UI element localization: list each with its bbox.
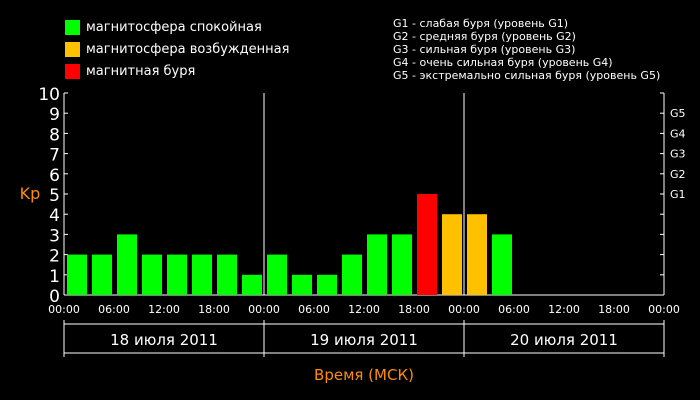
storm-level-g2: G2 - средняя буря (уровень G2) <box>393 30 576 43</box>
y-tick-label: 10 <box>38 85 60 105</box>
day-label: 18 июля 2011 <box>110 331 218 349</box>
kp-bar <box>67 254 87 295</box>
y-tick-label: 1 <box>49 267 60 287</box>
kp-bar <box>442 214 462 295</box>
storm-level-legend: G1 - слабая буря (уровень G1) G2 - средн… <box>393 17 660 82</box>
x-tick-label: 18:00 <box>198 303 230 316</box>
y-axis-label: Kp <box>20 184 41 203</box>
x-tick-label: 12:00 <box>548 303 580 316</box>
x-tick-labels: 00:00 06:00 12:00 18:00 00:00 06:00 12:00 18:00… <box>48 303 680 316</box>
kp-bar <box>392 234 412 295</box>
x-tick-label: 00:00 <box>48 303 80 316</box>
legend-label-quiet: магнитосфера спокойная <box>86 19 262 35</box>
legend-label-storm: магнитная буря <box>86 63 196 79</box>
storm-level-g5: G5 - экстремально сильная буря (уровень … <box>393 69 661 82</box>
x-tick-label: 06:00 <box>298 303 330 316</box>
legend-swatch-quiet <box>65 19 80 35</box>
kp-bar <box>292 274 312 295</box>
kp-bar <box>267 254 287 295</box>
kp-bar <box>192 254 212 295</box>
kp-bar <box>317 274 337 295</box>
x-tick-label: 18:00 <box>398 303 430 316</box>
y-tick-label: 7 <box>49 146 60 166</box>
storm-level-g1: G1 - слабая буря (уровень G1) <box>393 17 569 30</box>
bars <box>67 194 512 295</box>
kp-bar <box>167 254 187 295</box>
x-tick-label: 12:00 <box>348 303 380 316</box>
kp-bar <box>217 254 237 295</box>
y-tick-label: 8 <box>49 125 60 145</box>
x-axis-label: Время (МСК) <box>314 366 414 384</box>
legend-swatch-storm <box>65 63 80 79</box>
x-tick-label: 00:00 <box>648 303 680 316</box>
kp-bar <box>492 234 512 295</box>
day-label: 19 июля 2011 <box>310 331 418 349</box>
day-labels: 18 июля 2011 19 июля 2011 20 июля 2011 <box>63 320 665 357</box>
legend-item-storm: магнитная буря <box>65 60 289 82</box>
y-tick-label: 5 <box>49 186 60 206</box>
legend: магнитосфера спокойная магнитосфера возб… <box>65 16 289 82</box>
legend-item-quiet: магнитосфера спокойная <box>65 16 289 38</box>
kp-bar <box>142 254 162 295</box>
y-tick-label: 2 <box>49 247 60 267</box>
plot-frame <box>63 92 665 296</box>
x-tick-label: 18:00 <box>598 303 630 316</box>
y-tick-label: 9 <box>49 105 60 125</box>
storm-level-g3: G3 - сильная буря (уровень G3) <box>393 43 576 56</box>
x-tick-label: 12:00 <box>148 303 180 316</box>
kp-bar <box>92 254 112 295</box>
legend-label-disturbed: магнитосфера возбужденная <box>86 41 290 57</box>
x-tick-label: 06:00 <box>98 303 130 316</box>
kp-bar <box>342 254 362 295</box>
kp-bar <box>417 194 437 295</box>
g-level-label: G4 <box>670 127 686 140</box>
x-tick-label: 00:00 <box>448 303 480 316</box>
y-tick-label: 4 <box>49 206 60 226</box>
kp-bar <box>367 234 387 295</box>
kp-bar <box>117 234 137 295</box>
x-tick-label: 00:00 <box>248 303 280 316</box>
kp-bar <box>467 214 487 295</box>
legend-item-disturbed: магнитосфера возбужденная <box>65 38 289 60</box>
x-tick-label: 06:00 <box>498 303 530 316</box>
g-level-label: G5 <box>670 107 686 120</box>
g-level-label: G3 <box>670 148 686 161</box>
day-label: 20 июля 2011 <box>510 331 618 349</box>
y-tick-label: 6 <box>49 166 60 186</box>
kp-bar <box>242 274 262 295</box>
storm-level-g4: G4 - очень сильная буря (уровень G4) <box>393 56 613 69</box>
y-tick-label: 0 <box>49 287 60 307</box>
g-level-label: G1 <box>670 188 686 201</box>
legend-swatch-disturbed <box>65 41 80 57</box>
y-tick-label: 3 <box>49 226 60 246</box>
g-level-labels: G1 G2 G3 G4 G5 <box>670 107 686 201</box>
g-level-label: G2 <box>670 168 686 181</box>
